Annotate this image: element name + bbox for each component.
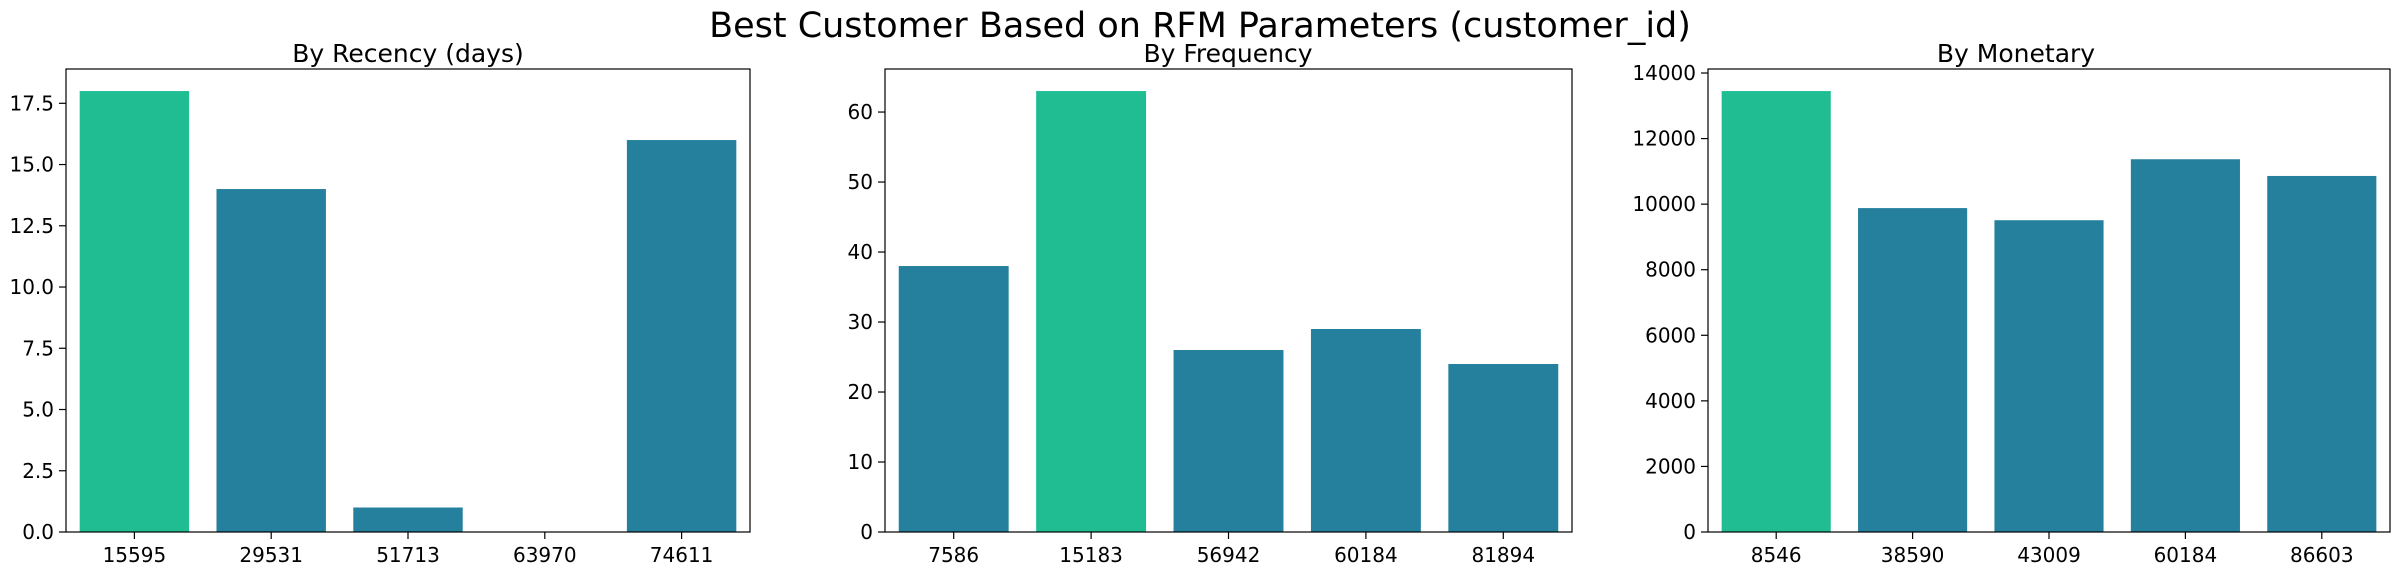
- bar-frequency-81894: [1448, 364, 1559, 532]
- y-tick-label: 0: [1683, 520, 1696, 544]
- bar-frequency-7586: [898, 266, 1009, 532]
- y-tick-label: 60: [848, 100, 873, 124]
- bar-monetary-8546: [1721, 91, 1831, 533]
- bar-frequency-15183: [1036, 91, 1147, 533]
- x-tick-label: 15595: [103, 543, 167, 567]
- bar-recency-15595: [79, 91, 190, 533]
- bar-monetary-86603: [2267, 175, 2377, 532]
- x-tick-label: 74611: [650, 543, 714, 567]
- bar-monetary-43009: [1994, 220, 2104, 532]
- x-tick-label: 81894: [1471, 543, 1535, 567]
- x-tick-label: 63970: [513, 543, 577, 567]
- x-tick-label: 43009: [2017, 543, 2081, 567]
- x-tick-label: 56942: [1197, 543, 1261, 567]
- panel-frequency: By Frequency 7586 15183 56942 60184 81894 0 10…: [848, 39, 1573, 567]
- y-tick-label: 17.5: [9, 91, 54, 115]
- y-tick-label: 30: [848, 310, 873, 334]
- y-tick-label: 5.0: [22, 398, 54, 422]
- panel-title-frequency: By Frequency: [1143, 39, 1312, 68]
- y-tick-label: 8000: [1645, 258, 1696, 282]
- bar-frequency-60184: [1310, 329, 1421, 532]
- y-tick-label: 10: [848, 450, 873, 474]
- y-tick-label: 40: [848, 240, 873, 264]
- y-tick-label: 7.5: [22, 336, 54, 360]
- y-tick-label: 4000: [1645, 389, 1696, 413]
- x-tick-label: 15183: [1059, 543, 1123, 567]
- x-tick-label: 60184: [1334, 543, 1398, 567]
- y-tick-label: 10.0: [9, 275, 54, 299]
- y-tick-label: 0.0: [22, 520, 54, 544]
- x-tick-label: 60184: [2154, 543, 2218, 567]
- y-tick-label: 2000: [1645, 454, 1696, 478]
- y-tick-label: 14000: [1632, 61, 1696, 85]
- panel-title-recency: By Recency (days): [292, 39, 524, 68]
- x-tick-label: 86603: [2290, 543, 2354, 567]
- y-tick-label: 6000: [1645, 323, 1696, 347]
- y-tick-label: 2.5: [22, 459, 54, 483]
- bar-recency-29531: [216, 189, 326, 533]
- y-tick-label: 10000: [1632, 192, 1696, 216]
- bar-monetary-38590: [1858, 208, 1968, 532]
- y-tick-label: 20: [848, 380, 873, 404]
- figure-title: Best Customer Based on RFM Parameters (c…: [709, 6, 1691, 46]
- panel-title-monetary: By Monetary: [1937, 39, 2095, 68]
- panel-monetary: By Monetary 8546 38590 43009 60184 86603 0 200…: [1632, 39, 2391, 567]
- x-tick-label: 8546: [1751, 543, 1802, 567]
- x-tick-label: 29531: [239, 543, 303, 567]
- y-tick-label: 0: [860, 520, 873, 544]
- x-tick-label: 51713: [376, 543, 440, 567]
- y-tick-label: 12.5: [9, 214, 54, 238]
- x-tick-label: 7586: [928, 543, 979, 567]
- y-tick-label: 15.0: [9, 153, 54, 177]
- bar-recency-74611: [626, 140, 737, 533]
- bar-frequency-56942: [1173, 350, 1284, 532]
- axes-frame-frequency: [884, 68, 1573, 533]
- axes-frame-recency: [65, 68, 751, 533]
- panel-recency: By Recency (days) 15595 29531 51713 63970 74…: [9, 39, 751, 567]
- y-tick-label: 50: [848, 170, 873, 194]
- axes-frame-monetary: [1707, 68, 2391, 533]
- y-tick-label: 12000: [1632, 127, 1696, 151]
- bar-recency-51713: [353, 507, 463, 532]
- x-tick-label: 38590: [1881, 543, 1945, 567]
- bar-monetary-60184: [2130, 159, 2240, 533]
